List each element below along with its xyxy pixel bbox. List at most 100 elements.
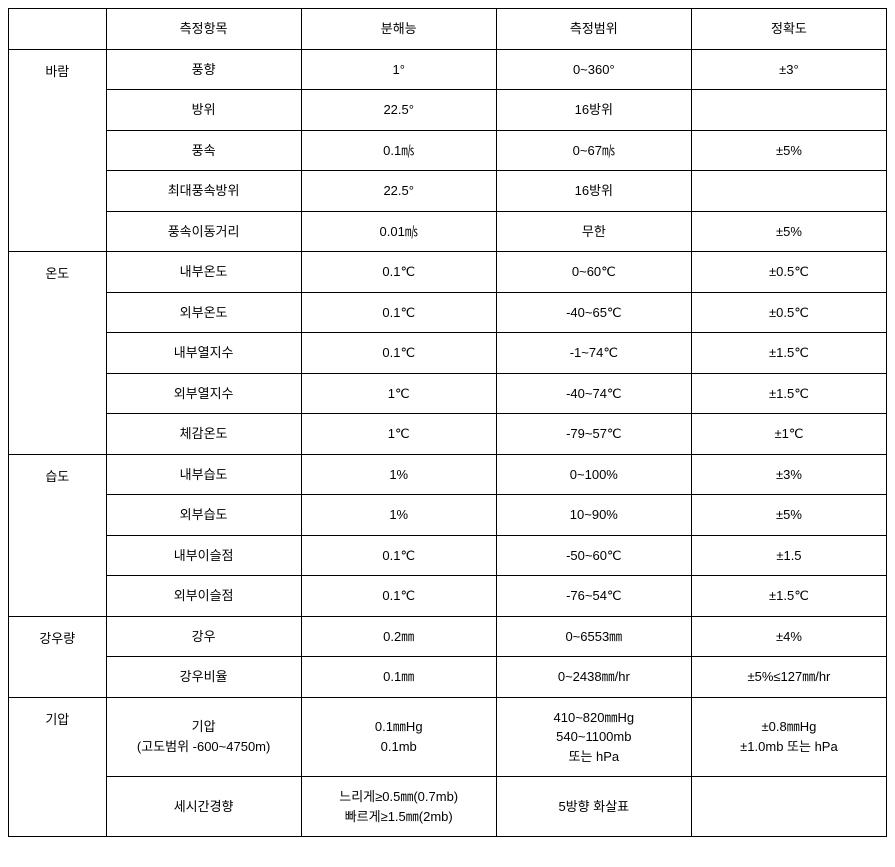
range-cell: -40~74℃ [496, 373, 691, 414]
range-cell: 0~6553㎜ [496, 616, 691, 657]
resolution-cell: 1℃ [301, 414, 496, 455]
range-cell: -1~74℃ [496, 333, 691, 374]
resolution-cell: 0.1℃ [301, 292, 496, 333]
category-cell: 기압 [9, 697, 107, 837]
item-cell: 풍속 [106, 130, 301, 171]
resolution-cell: 1% [301, 454, 496, 495]
table-header: 측정항목 분해능 측정범위 정확도 [9, 9, 887, 50]
resolution-cell: 0.1℃ [301, 576, 496, 617]
resolution-cell: 0.1℃ [301, 333, 496, 374]
header-row: 측정항목 분해능 측정범위 정확도 [9, 9, 887, 50]
range-cell: 5방향 화살표 [496, 777, 691, 837]
accuracy-cell: ±5%≤127㎜/hr [691, 657, 886, 698]
accuracy-cell [691, 90, 886, 131]
resolution-cell: 느리게≥0.5㎜(0.7mb) 빠르게≥1.5㎜(2mb) [301, 777, 496, 837]
table-row: 외부온도0.1℃-40~65℃±0.5℃ [9, 292, 887, 333]
table-row: 체감온도1℃-79~57℃±1℃ [9, 414, 887, 455]
accuracy-cell: ±1.5 [691, 535, 886, 576]
spec-table: 측정항목 분해능 측정범위 정확도 바람풍향1°0~360°±3°방위22.5°… [8, 8, 887, 837]
resolution-cell: 22.5° [301, 171, 496, 212]
range-cell: 0~67㎧ [496, 130, 691, 171]
table-row: 풍속0.1㎧0~67㎧±5% [9, 130, 887, 171]
range-cell: -40~65℃ [496, 292, 691, 333]
range-cell: -50~60℃ [496, 535, 691, 576]
category-cell: 습도 [9, 454, 107, 616]
accuracy-cell: ±0.5℃ [691, 252, 886, 293]
category-cell: 온도 [9, 252, 107, 455]
accuracy-cell: ±4% [691, 616, 886, 657]
range-cell: 16방위 [496, 90, 691, 131]
range-cell: 410~820㎜Hg 540~1100mb 또는 hPa [496, 697, 691, 777]
header-range: 측정범위 [496, 9, 691, 50]
accuracy-cell: ±5% [691, 130, 886, 171]
range-cell: 16방위 [496, 171, 691, 212]
range-cell: 0~100% [496, 454, 691, 495]
table-row: 내부이슬점0.1℃-50~60℃±1.5 [9, 535, 887, 576]
table-row: 외부습도1%10~90%±5% [9, 495, 887, 536]
resolution-cell: 1℃ [301, 373, 496, 414]
range-cell: 0~360° [496, 49, 691, 90]
table-row: 강우비율0.1㎜0~2438㎜/hr±5%≤127㎜/hr [9, 657, 887, 698]
accuracy-cell: ±0.5℃ [691, 292, 886, 333]
resolution-cell: 22.5° [301, 90, 496, 131]
table-row: 풍속이동거리0.01㎧무한±5% [9, 211, 887, 252]
item-cell: 외부이슬점 [106, 576, 301, 617]
accuracy-cell: ±5% [691, 211, 886, 252]
range-cell: 무한 [496, 211, 691, 252]
item-cell: 외부열지수 [106, 373, 301, 414]
resolution-cell: 0.1℃ [301, 252, 496, 293]
item-cell: 풍향 [106, 49, 301, 90]
resolution-cell: 0.01㎧ [301, 211, 496, 252]
category-cell: 강우량 [9, 616, 107, 697]
table-row: 온도내부온도0.1℃0~60℃±0.5℃ [9, 252, 887, 293]
resolution-cell: 0.1㎜Hg 0.1mb [301, 697, 496, 777]
table-row: 외부이슬점0.1℃-76~54℃±1.5℃ [9, 576, 887, 617]
item-cell: 내부열지수 [106, 333, 301, 374]
category-cell: 바람 [9, 49, 107, 252]
item-cell: 내부온도 [106, 252, 301, 293]
item-cell: 최대풍속방위 [106, 171, 301, 212]
table-row: 습도내부습도1%0~100%±3% [9, 454, 887, 495]
table-row: 방위22.5°16방위 [9, 90, 887, 131]
range-cell: -76~54℃ [496, 576, 691, 617]
resolution-cell: 0.1℃ [301, 535, 496, 576]
item-cell: 외부습도 [106, 495, 301, 536]
table-row: 바람풍향1°0~360°±3° [9, 49, 887, 90]
item-cell: 풍속이동거리 [106, 211, 301, 252]
resolution-cell: 0.1㎧ [301, 130, 496, 171]
table-row: 세시간경향느리게≥0.5㎜(0.7mb) 빠르게≥1.5㎜(2mb)5방향 화살… [9, 777, 887, 837]
header-accuracy: 정확도 [691, 9, 886, 50]
item-cell: 세시간경향 [106, 777, 301, 837]
range-cell: -79~57℃ [496, 414, 691, 455]
header-resolution: 분해능 [301, 9, 496, 50]
table-row: 최대풍속방위22.5°16방위 [9, 171, 887, 212]
accuracy-cell: ±1.5℃ [691, 333, 886, 374]
item-cell: 강우 [106, 616, 301, 657]
accuracy-cell: ±0.8㎜Hg ±1.0mb 또는 hPa [691, 697, 886, 777]
item-cell: 체감온도 [106, 414, 301, 455]
accuracy-cell: ±3° [691, 49, 886, 90]
range-cell: 0~2438㎜/hr [496, 657, 691, 698]
resolution-cell: 1° [301, 49, 496, 90]
item-cell: 기압 (고도범위 -600~4750m) [106, 697, 301, 777]
table-row: 내부열지수0.1℃-1~74℃±1.5℃ [9, 333, 887, 374]
range-cell: 0~60℃ [496, 252, 691, 293]
table-row: 외부열지수1℃-40~74℃±1.5℃ [9, 373, 887, 414]
table-body: 바람풍향1°0~360°±3°방위22.5°16방위풍속0.1㎧0~67㎧±5%… [9, 49, 887, 837]
table-row: 기압기압 (고도범위 -600~4750m)0.1㎜Hg 0.1mb410~82… [9, 697, 887, 777]
item-cell: 방위 [106, 90, 301, 131]
accuracy-cell: ±3% [691, 454, 886, 495]
accuracy-cell [691, 777, 886, 837]
resolution-cell: 1% [301, 495, 496, 536]
accuracy-cell: ±5% [691, 495, 886, 536]
accuracy-cell [691, 171, 886, 212]
header-item: 측정항목 [106, 9, 301, 50]
accuracy-cell: ±1.5℃ [691, 576, 886, 617]
resolution-cell: 0.2㎜ [301, 616, 496, 657]
item-cell: 외부온도 [106, 292, 301, 333]
accuracy-cell: ±1℃ [691, 414, 886, 455]
resolution-cell: 0.1㎜ [301, 657, 496, 698]
item-cell: 강우비율 [106, 657, 301, 698]
accuracy-cell: ±1.5℃ [691, 373, 886, 414]
item-cell: 내부습도 [106, 454, 301, 495]
